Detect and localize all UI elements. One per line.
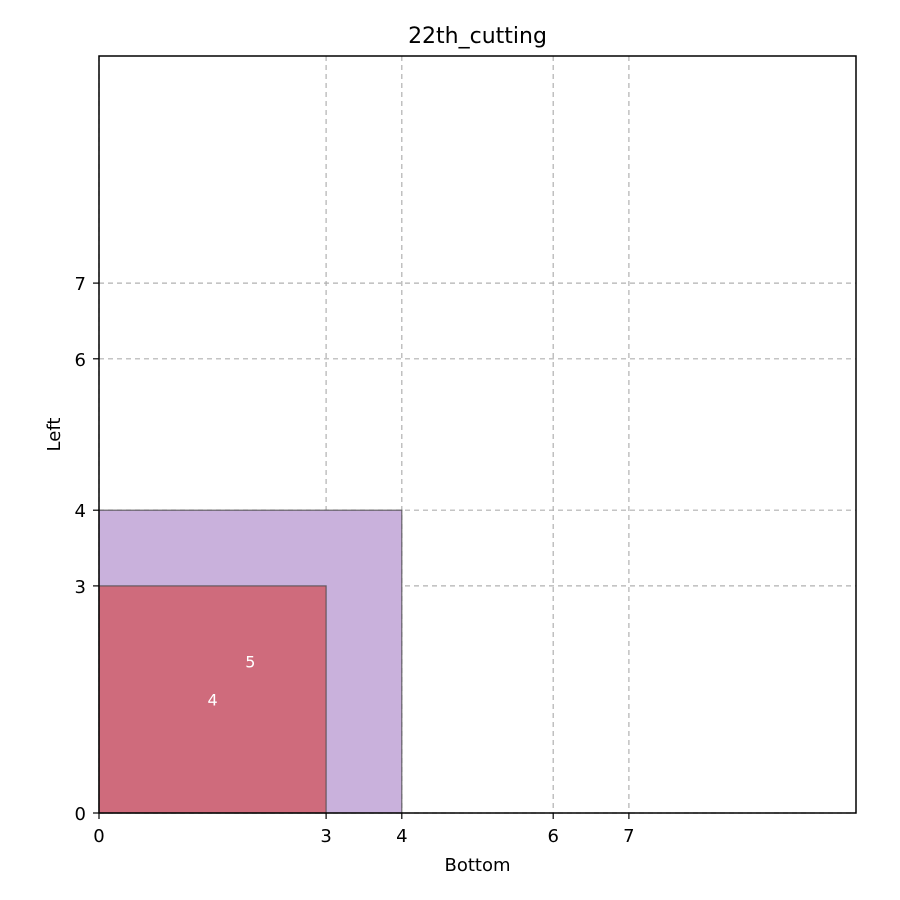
rectangles xyxy=(98,509,403,814)
y-tick-label: 7 xyxy=(75,274,86,295)
x-axis-title: Bottom xyxy=(444,855,510,876)
rect-label-5: 5 xyxy=(245,653,255,672)
x-tick-label: 7 xyxy=(623,826,634,847)
rect-label-4: 4 xyxy=(207,690,217,709)
chart-title: 22th_cutting xyxy=(408,24,547,49)
plot-frame xyxy=(98,55,857,814)
y-tick-label: 4 xyxy=(75,501,86,522)
y-tick-label: 0 xyxy=(75,804,86,825)
y-axis-title: Left xyxy=(44,418,65,452)
ticks: 0 3 4 6 7 0 3 4 6 7 xyxy=(75,274,635,847)
y-tick-label: 3 xyxy=(75,577,86,598)
rect-labels: 54 xyxy=(207,653,255,710)
x-tick-label: 4 xyxy=(396,826,407,847)
x-tick-label: 6 xyxy=(547,826,558,847)
x-tick-label: 3 xyxy=(320,826,331,847)
y-tick-label: 6 xyxy=(75,350,86,371)
x-tick-label: 0 xyxy=(93,826,104,847)
